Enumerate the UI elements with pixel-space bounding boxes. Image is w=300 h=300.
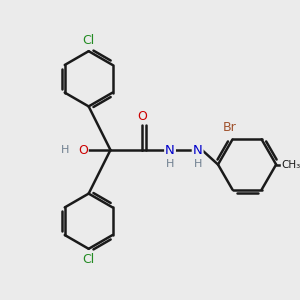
Text: O: O (78, 143, 88, 157)
Text: H: H (166, 159, 174, 169)
Text: N: N (165, 143, 175, 157)
Text: Cl: Cl (82, 254, 95, 266)
Text: H: H (194, 159, 202, 169)
Text: N: N (193, 143, 202, 157)
Text: Cl: Cl (82, 34, 95, 46)
Text: H: H (61, 145, 70, 155)
Text: Br: Br (223, 121, 236, 134)
Text: O: O (137, 110, 147, 123)
Text: CH₃: CH₃ (282, 160, 300, 170)
